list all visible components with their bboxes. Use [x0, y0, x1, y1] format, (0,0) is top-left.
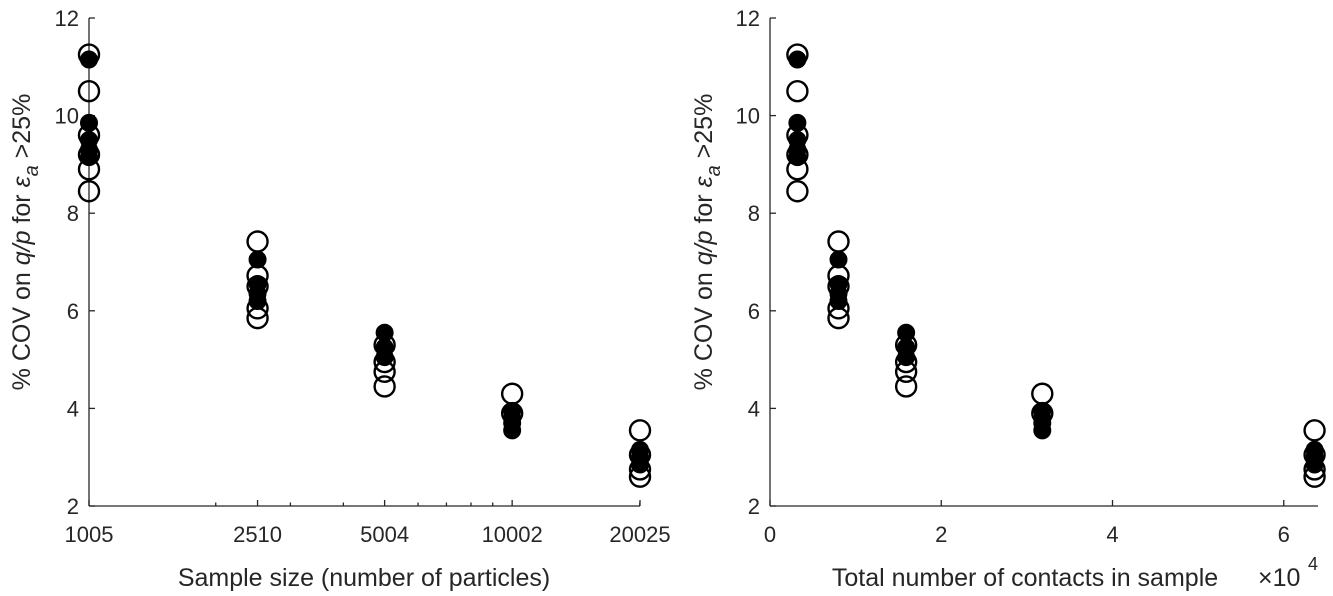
y-axis-label-part: for: [690, 187, 718, 230]
x-axis-label: Total number of contacts in sample: [832, 564, 1218, 592]
filled-data-point: [1033, 421, 1052, 440]
filled-data-point: [631, 455, 649, 474]
open-data-point: [894, 375, 918, 398]
filled-data-point: [80, 148, 98, 167]
y-axis-label: % COV on q/p for εa >25%: [8, 94, 43, 391]
y-tick-label: 6: [748, 299, 760, 324]
open-data-point: [77, 180, 101, 203]
y-tick-label: 2: [67, 494, 79, 519]
filled-data-point: [829, 292, 848, 311]
x-tick-label: 2: [935, 522, 947, 547]
filled-data-point: [80, 50, 98, 69]
y-axis-label-part: % COV on: [690, 265, 718, 390]
y-tick-label: 2: [748, 494, 760, 519]
filled-data-point: [80, 113, 98, 132]
filled-data-point: [788, 113, 807, 132]
open-data-point: [373, 375, 396, 398]
filled-data-point: [375, 348, 394, 367]
y-tick-label: 4: [67, 396, 79, 421]
x-tick-label: 2510: [233, 522, 282, 547]
y-axis-label-part: >25%: [690, 94, 718, 166]
x-tick-label: 20025: [609, 522, 670, 547]
x-tick-label: 10002: [482, 522, 543, 547]
y-axis-label-part: a: [703, 165, 725, 176]
x-tick-label: 1005: [65, 522, 114, 547]
y-axis-label-part: % COV on: [8, 265, 36, 390]
open-data-point: [827, 230, 850, 253]
open-data-point: [1303, 419, 1326, 442]
chart-left: 2 4 6 8 10 12 1005 2510 5004 10002 20025 Sample siz…: [8, 6, 671, 592]
y-tick-label: 4: [748, 396, 760, 421]
y-tick-label: 10: [736, 104, 760, 129]
open-data-point: [628, 419, 652, 442]
filled-data-point: [897, 348, 916, 367]
x-axis-multiplier: ×10: [1258, 564, 1300, 592]
x-tick-label: 5004: [360, 522, 409, 547]
y-tick-label: 10: [55, 104, 79, 129]
y-tick-label: 12: [55, 6, 79, 31]
y-axis-label-part: ε: [8, 175, 36, 187]
filled-data-point: [1305, 455, 1324, 474]
open-data-point: [246, 230, 269, 253]
filled-data-point: [788, 50, 807, 69]
open-data-point: [500, 382, 524, 405]
y-axis-label-part: for: [8, 187, 36, 230]
x-tick-label: 6: [1278, 522, 1290, 547]
x-axis-multiplier-exponent: 4: [1308, 554, 1318, 574]
y-tick-label: 12: [736, 6, 760, 31]
y-axis-label-part: ε: [690, 175, 718, 187]
filled-data-point: [788, 148, 807, 167]
x-axis-label: Sample size (number of particles): [178, 564, 550, 592]
y-axis-label-part: q/p: [690, 230, 718, 265]
open-data-point: [1031, 382, 1054, 405]
y-axis-label-part: a: [21, 165, 43, 176]
y-axis-label-part: q/p: [8, 230, 36, 265]
filled-data-point: [503, 421, 522, 440]
filled-data-point: [248, 250, 267, 269]
x-tick-label: 4: [1106, 522, 1118, 547]
x-tick-label: 0: [764, 522, 776, 547]
y-axis-label-part: >25%: [8, 94, 36, 166]
y-axis-label: % COV on q/p for εa >25%: [690, 94, 725, 391]
y-tick-label: 8: [67, 201, 79, 226]
open-data-point: [786, 79, 809, 103]
open-data-point: [786, 180, 809, 203]
filled-data-point: [829, 250, 848, 269]
filled-data-point: [248, 292, 267, 311]
y-tick-label: 8: [748, 201, 760, 226]
open-data-point: [77, 79, 101, 103]
y-tick-label: 6: [67, 299, 79, 324]
